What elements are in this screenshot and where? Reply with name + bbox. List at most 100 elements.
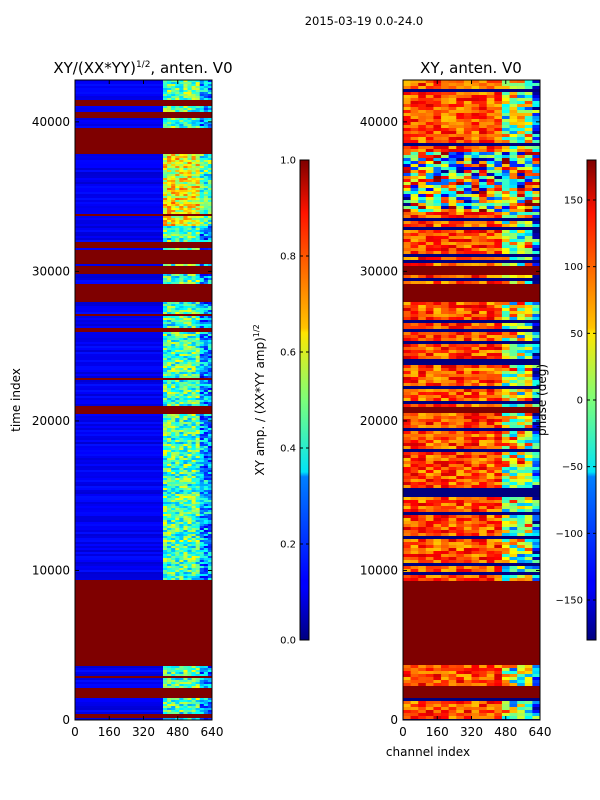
heatmap-cell <box>199 520 205 522</box>
heatmap-cell <box>203 232 209 234</box>
heatmap-cell <box>163 454 168 456</box>
heatmap-cell <box>163 164 168 166</box>
heatmap-cell <box>163 488 168 490</box>
heatmap-cell <box>425 128 434 131</box>
heatmap-cell <box>163 462 168 464</box>
heatmap-cell <box>425 182 434 185</box>
heatmap-cell <box>163 124 168 126</box>
heatmap-cell <box>494 422 503 425</box>
heatmap-cell <box>187 308 192 310</box>
heatmap-cell <box>425 467 434 470</box>
heatmap-cell <box>179 428 184 430</box>
heatmap-cell <box>167 718 172 720</box>
heatmap-cell <box>517 95 526 98</box>
heatmap-row-low <box>75 156 163 158</box>
heatmap-cell <box>167 460 172 462</box>
heatmap-cell <box>179 432 184 434</box>
heatmap-flagged-row <box>75 598 212 601</box>
heatmap-cell <box>463 461 472 464</box>
heatmap-cell <box>175 536 180 538</box>
heatmap-cell <box>494 134 503 137</box>
heatmap-cell <box>171 184 176 186</box>
heatmap-cell <box>410 209 419 212</box>
heatmap-cell <box>509 113 518 116</box>
heatmap-cell <box>179 710 184 712</box>
heatmap-cell <box>524 122 533 125</box>
heatmap-cell <box>163 320 168 322</box>
heatmap-cell <box>448 179 457 182</box>
heatmap-cell <box>501 446 510 449</box>
heatmap-cell <box>501 437 510 440</box>
heatmap-cell <box>175 282 180 284</box>
heatmap-cell <box>195 344 201 346</box>
heatmap-cell <box>494 131 503 134</box>
heatmap-row-low <box>75 334 163 336</box>
heatmap-row-low <box>75 354 163 356</box>
heatmap-cell <box>183 350 188 352</box>
heatmap-cell <box>171 476 176 478</box>
heatmap-cell <box>456 308 465 311</box>
heatmap-cell <box>175 552 180 554</box>
heatmap-row-low <box>75 160 163 162</box>
heatmap-cell <box>509 455 518 458</box>
heatmap-cell <box>171 402 176 404</box>
heatmap-cell <box>517 443 526 446</box>
heatmap-cell <box>463 422 472 425</box>
heatmap-cell <box>179 278 184 280</box>
heatmap-cell <box>203 384 209 386</box>
heatmap-cell <box>403 422 411 425</box>
heatmap-cell <box>410 464 419 467</box>
heatmap-cell <box>199 360 205 362</box>
heatmap-cell <box>501 164 510 167</box>
heatmap-cell <box>175 478 180 480</box>
heatmap-cell <box>509 443 518 446</box>
heatmap-cell <box>183 358 188 360</box>
heatmap-cell <box>524 470 533 473</box>
heatmap-cell <box>456 317 465 320</box>
heatmap-cell <box>171 126 176 128</box>
heatmap-cell <box>463 95 472 98</box>
heatmap-cell <box>167 208 172 210</box>
heatmap-cell <box>517 146 526 149</box>
heatmap-cell <box>195 578 201 580</box>
heatmap-cell <box>187 280 192 282</box>
heatmap-cell <box>199 500 205 502</box>
heatmap-cell <box>199 346 205 348</box>
heatmap-cell <box>199 326 205 328</box>
heatmap-cell <box>532 83 540 86</box>
heatmap-cell <box>486 155 495 158</box>
heatmap-cell <box>199 528 205 530</box>
heatmap-cell <box>433 179 442 182</box>
heatmap-cell <box>179 80 184 82</box>
heatmap-cell <box>191 554 196 556</box>
heatmap-cell <box>456 404 465 407</box>
heatmap-flagged-row <box>75 254 212 257</box>
heatmap-cell <box>163 362 168 364</box>
heatmap-cell <box>433 155 442 158</box>
heatmap-cell <box>207 494 212 496</box>
heatmap-cell <box>175 556 180 558</box>
heatmap-cell <box>524 212 533 215</box>
heatmap-cell <box>179 188 184 190</box>
heatmap-cell <box>187 666 192 668</box>
heatmap-cell <box>167 338 172 340</box>
heatmap-cell <box>199 98 205 100</box>
heatmap-cell <box>191 700 196 702</box>
heatmap-cell <box>175 84 180 86</box>
heatmap-cell <box>203 248 209 250</box>
heatmap-cell <box>171 422 176 424</box>
heatmap-cell <box>195 248 201 250</box>
heatmap-cell <box>418 182 427 185</box>
heatmap-cell <box>175 188 180 190</box>
heatmap-cell <box>167 404 172 406</box>
heatmap-cell <box>183 356 188 358</box>
heatmap-cell <box>171 552 176 554</box>
heatmap-cell <box>171 106 176 108</box>
heatmap-cell <box>175 360 180 362</box>
heatmap-cell <box>501 197 510 200</box>
heatmap-cell <box>175 362 180 364</box>
heatmap-cell <box>532 149 540 152</box>
heatmap-cell <box>179 332 184 334</box>
heatmap-cell <box>517 98 526 101</box>
heatmap-cell <box>532 101 540 104</box>
